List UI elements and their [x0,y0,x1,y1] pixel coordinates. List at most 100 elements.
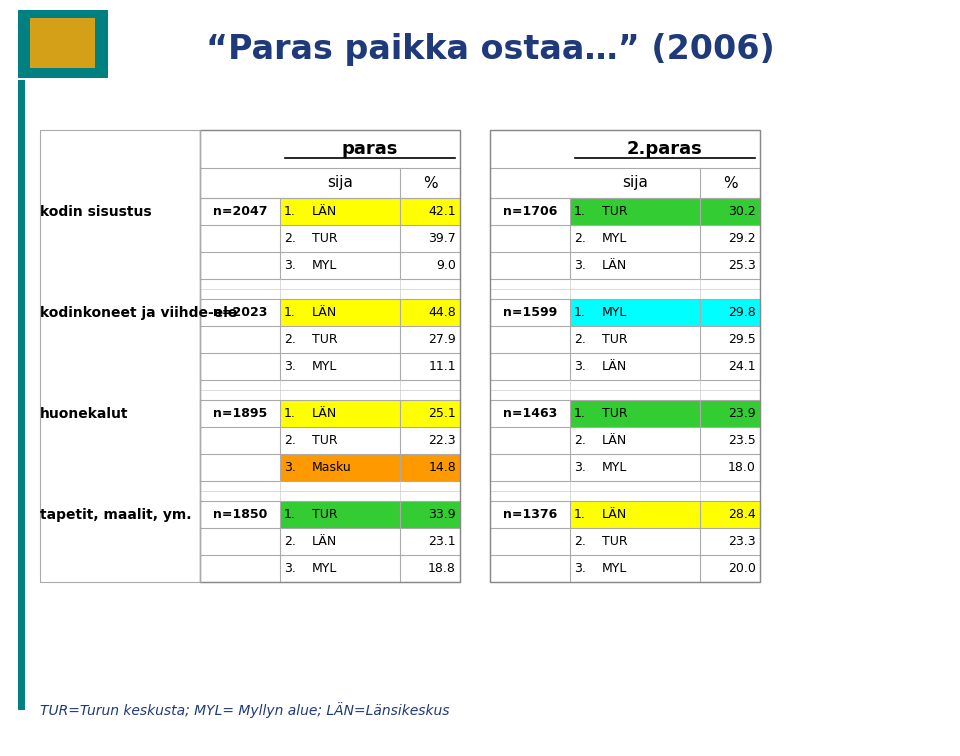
Text: 28.4: 28.4 [729,508,756,521]
Bar [570,501,760,528]
Bar [280,299,460,326]
Text: 22.3: 22.3 [428,434,456,447]
Bar [280,198,460,225]
Text: n=2023: n=2023 [213,306,267,319]
Text: kodin sisustus: kodin sisustus [40,205,152,218]
Text: 3.: 3. [574,360,586,373]
Text: TUR: TUR [312,508,338,521]
Text: %: % [723,175,737,191]
Bar [570,400,760,427]
Text: 3.: 3. [574,259,586,272]
Text: 29.5: 29.5 [729,333,756,346]
Text: TUR: TUR [602,205,628,218]
Text: n=2047: n=2047 [213,205,267,218]
Text: sija: sija [327,175,353,191]
Text: MYL: MYL [312,259,337,272]
Text: LÄN: LÄN [602,259,627,272]
Text: 23.1: 23.1 [428,535,456,548]
Text: 3.: 3. [284,562,296,575]
Text: TUR: TUR [312,434,338,447]
Text: TUR: TUR [312,333,338,346]
Text: 3.: 3. [574,461,586,474]
Text: 3.: 3. [574,562,586,575]
Bar [570,198,760,225]
Text: n=1599: n=1599 [503,306,557,319]
Bar [280,400,460,427]
Bar [18,10,108,78]
Text: huonekalut: huonekalut [40,407,129,420]
Text: LÄN: LÄN [312,306,337,319]
Text: 29.8: 29.8 [729,306,756,319]
Text: 1.: 1. [574,205,586,218]
Text: 44.8: 44.8 [428,306,456,319]
Bar [18,80,25,710]
Text: 23.9: 23.9 [729,407,756,420]
Text: 23.3: 23.3 [729,535,756,548]
Text: 2.: 2. [284,232,296,245]
Text: 30.2: 30.2 [729,205,756,218]
Text: 9.0: 9.0 [436,259,456,272]
Text: 2.: 2. [284,535,296,548]
Text: 3.: 3. [284,461,296,474]
Text: n=1895: n=1895 [213,407,267,420]
Text: MYL: MYL [602,562,628,575]
Bar [30,18,95,68]
Text: TUR: TUR [312,232,338,245]
Text: n=1376: n=1376 [503,508,557,521]
Text: 2.: 2. [284,333,296,346]
Text: 14.8: 14.8 [428,461,456,474]
Text: LÄN: LÄN [312,407,337,420]
Text: paras: paras [342,140,398,158]
Bar [280,454,460,481]
Text: %: % [422,175,438,191]
Text: 42.1: 42.1 [428,205,456,218]
Bar [490,130,760,582]
Text: MYL: MYL [602,306,628,319]
Text: Masku: Masku [312,461,351,474]
Text: kodinkoneet ja viihde-ele: kodinkoneet ja viihde-ele [40,305,237,320]
Text: 3.: 3. [284,259,296,272]
Text: 1.: 1. [574,508,586,521]
Text: n=1850: n=1850 [213,508,267,521]
Text: n=1706: n=1706 [503,205,557,218]
Text: TUR: TUR [602,407,628,420]
Text: 1.: 1. [284,508,296,521]
Text: 1.: 1. [284,205,296,218]
Text: LÄN: LÄN [602,434,627,447]
Text: LÄN: LÄN [312,205,337,218]
Text: 24.1: 24.1 [729,360,756,373]
Text: TUR=Turun keskusta; MYL= Myllyn alue; LÄN=Länsikeskus: TUR=Turun keskusta; MYL= Myllyn alue; LÄ… [40,702,449,718]
Text: n=1463: n=1463 [503,407,557,420]
Bar [200,130,460,198]
Text: TUR: TUR [602,535,628,548]
Text: MYL: MYL [312,562,337,575]
Text: LÄN: LÄN [312,535,337,548]
Text: 18.0: 18.0 [728,461,756,474]
Text: 2.paras: 2.paras [627,140,703,158]
Text: 11.1: 11.1 [428,360,456,373]
Text: 29.2: 29.2 [729,232,756,245]
Text: 25.3: 25.3 [729,259,756,272]
Text: MYL: MYL [312,360,337,373]
Text: 39.7: 39.7 [428,232,456,245]
Text: 33.9: 33.9 [428,508,456,521]
Text: 2.: 2. [574,333,586,346]
Bar [280,501,460,528]
Text: “Paras paikka ostaa…” (2006): “Paras paikka ostaa…” (2006) [205,33,775,67]
Text: 25.1: 25.1 [428,407,456,420]
Text: MYL: MYL [602,232,628,245]
Text: TUR: TUR [602,333,628,346]
Text: sija: sija [622,175,648,191]
Text: 23.5: 23.5 [729,434,756,447]
Text: 3.: 3. [284,360,296,373]
Text: MYL: MYL [602,461,628,474]
Bar [200,130,460,582]
Text: 20.0: 20.0 [728,562,756,575]
Text: 2.: 2. [284,434,296,447]
Bar [40,130,200,582]
Bar [570,299,760,326]
Text: 1.: 1. [284,407,296,420]
Text: 2.: 2. [574,232,586,245]
Text: LÄN: LÄN [602,508,627,521]
Bar [490,130,760,198]
